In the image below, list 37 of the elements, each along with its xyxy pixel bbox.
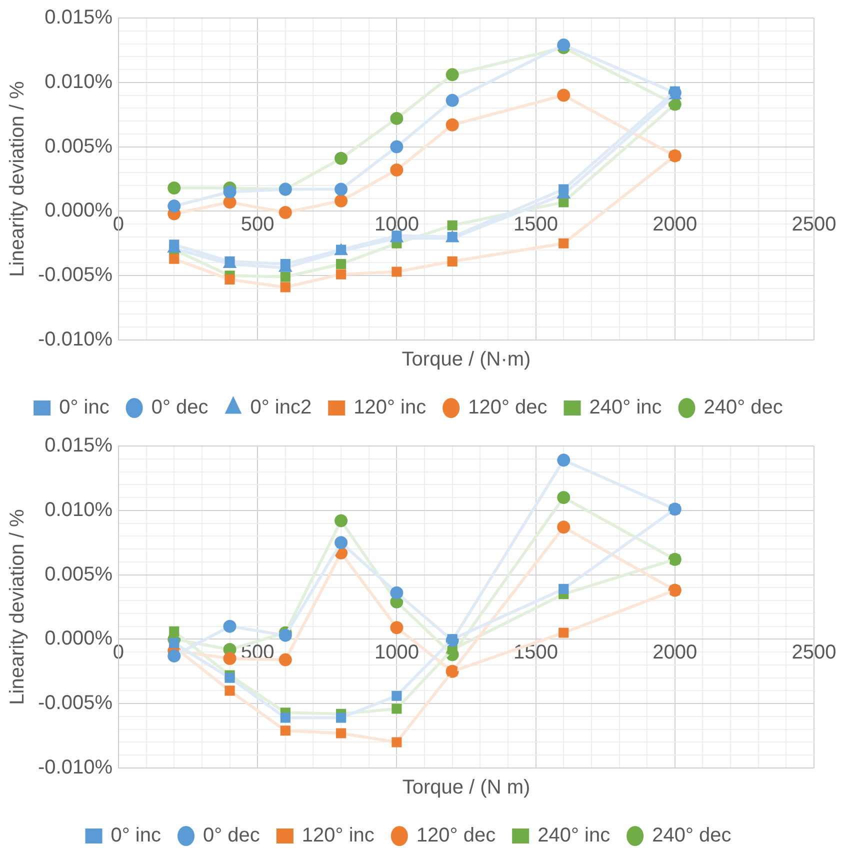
y-tick-label: 0.000% — [44, 200, 113, 222]
x-tick-label: 2000 — [652, 642, 698, 664]
y-tick-label: -0.010% — [38, 756, 113, 779]
x-tick-label: 1000 — [374, 642, 419, 664]
x-tick-label: 2000 — [652, 214, 698, 236]
legend-label: 240° inc — [538, 824, 610, 847]
x-tick-label: 500 — [240, 214, 274, 236]
legend-label: 120° dec — [468, 396, 548, 419]
y-tick-label: -0.010% — [38, 328, 113, 351]
x-tick-label: 2500 — [792, 642, 836, 664]
y-tick-label: 0.010% — [44, 70, 113, 93]
y-tick-label: 0.010% — [44, 498, 113, 521]
x-axis-title: Torque / (N·m) — [402, 348, 531, 371]
x-tick-label: 2500 — [792, 214, 836, 236]
y-axis-title: Linearity deviation / % — [6, 508, 29, 705]
y-tick-label: 0.015% — [44, 434, 113, 457]
legend-label: 240° dec — [704, 396, 783, 419]
x-tick-label: 1500 — [514, 214, 558, 236]
y-tick-label: 0.015% — [44, 6, 113, 29]
legend-label: 0° dec — [151, 396, 208, 419]
y-tick-label: -0.005% — [38, 264, 113, 286]
legend-label: 0° inc — [110, 824, 162, 847]
legend-label: 120° inc — [302, 824, 374, 847]
y-tick-label: -0.005% — [38, 692, 113, 714]
legend-label: 120° dec — [416, 824, 496, 847]
legend-label: 240° inc — [589, 396, 662, 419]
y-tick-label: 0.005% — [44, 563, 113, 586]
legend-label: 0° inc — [59, 396, 110, 419]
y-axis-title: Linearity deviation / % — [6, 80, 29, 277]
legend-label: 240° dec — [652, 824, 732, 847]
y-tick-label: 0.005% — [44, 135, 113, 158]
x-tick-label: 1000 — [374, 214, 419, 236]
legend-label: 0° dec — [203, 824, 260, 847]
legend-label: 120° inc — [354, 396, 426, 419]
y-tick-label: 0.000% — [44, 628, 113, 650]
x-axis-title: Torque / (N m) — [402, 776, 530, 799]
legend-label: 0° inc2 — [250, 396, 312, 419]
